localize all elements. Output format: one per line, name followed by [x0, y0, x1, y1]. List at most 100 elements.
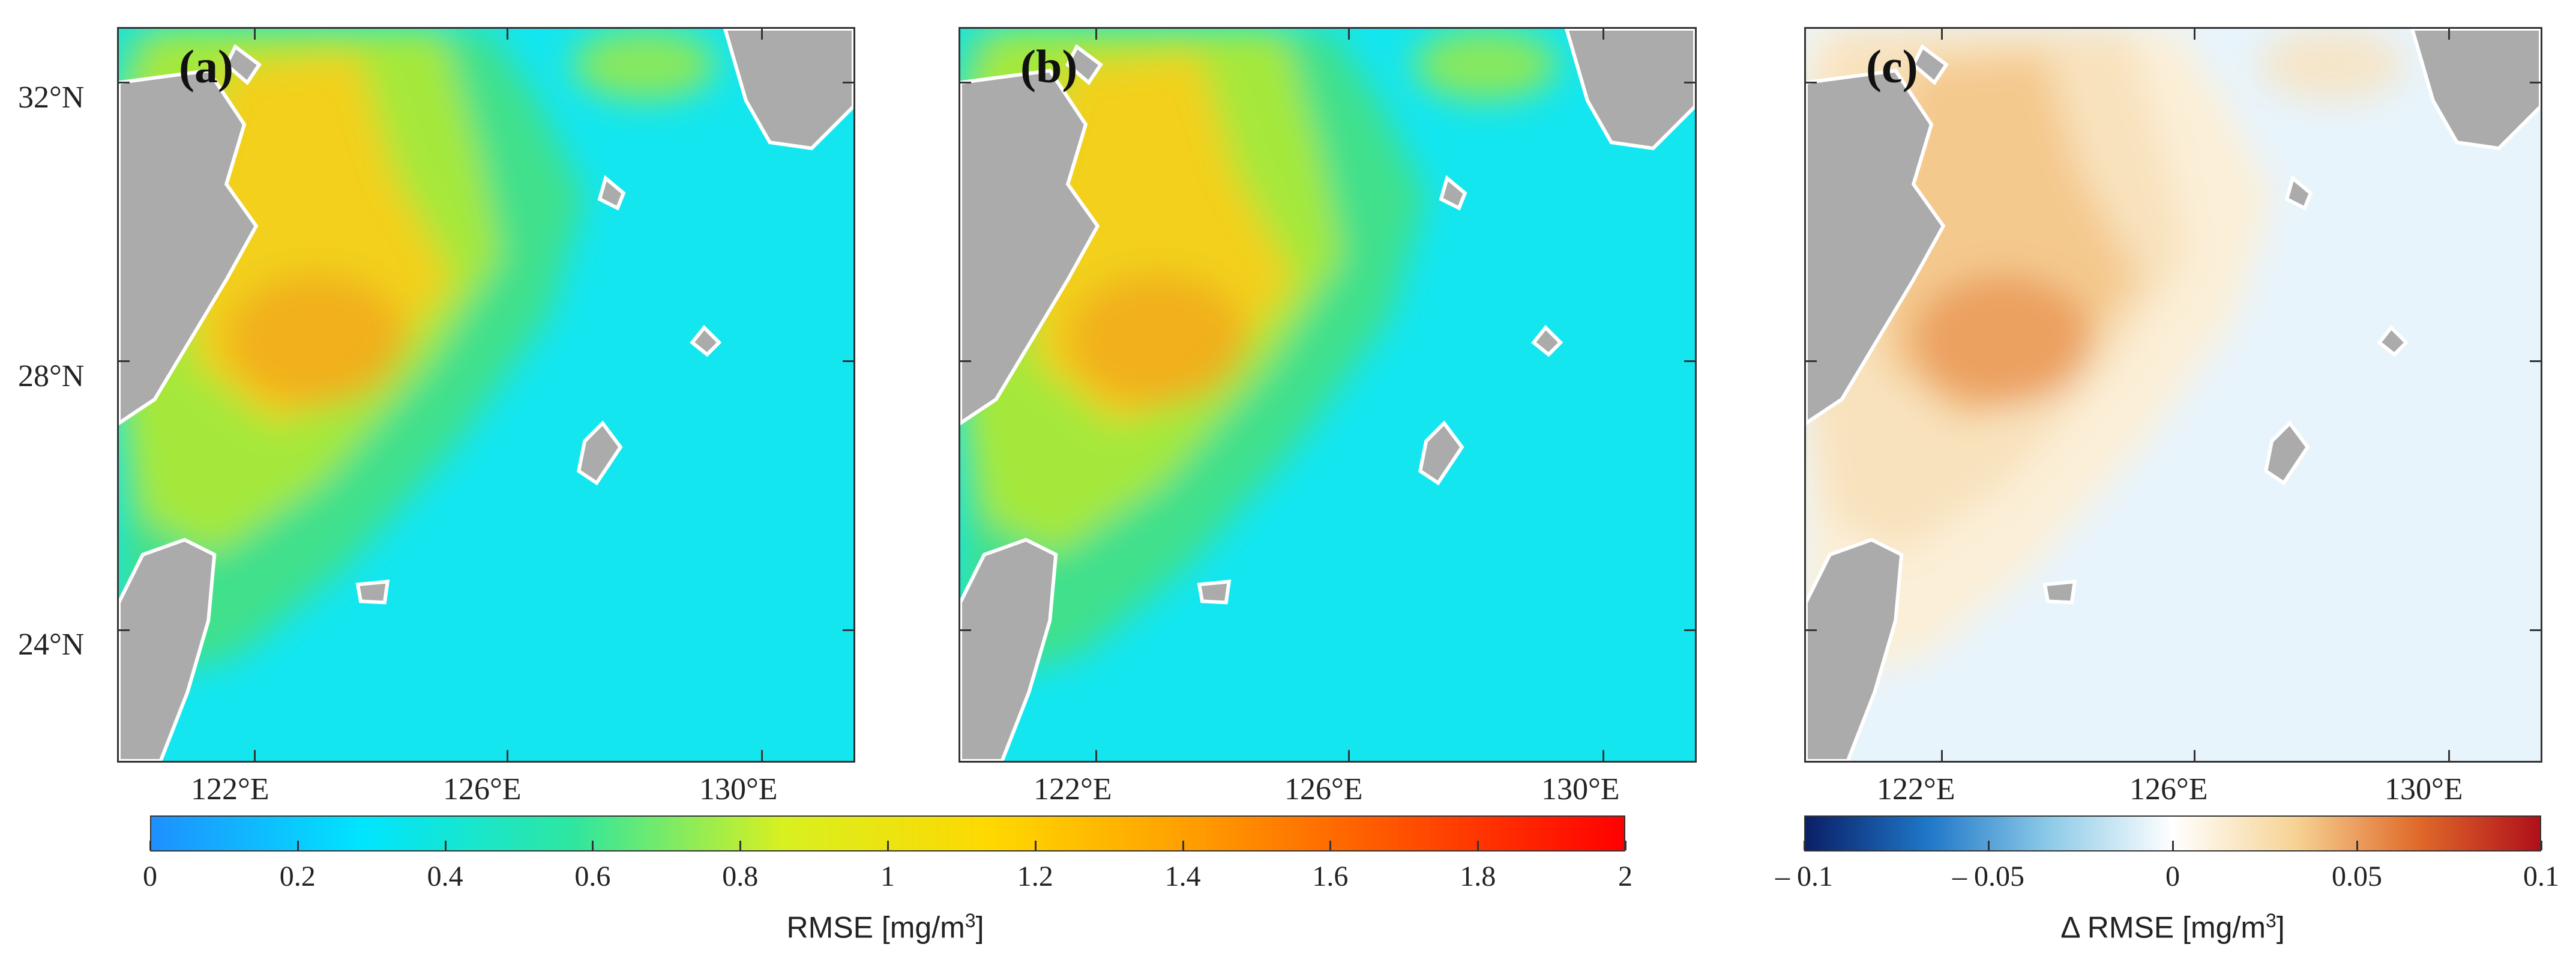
- lat-label-24n: 24°N: [18, 628, 85, 662]
- colorbar-tick-label: 1.6: [1312, 861, 1349, 892]
- colorbar-tick: [592, 841, 594, 850]
- island: [2284, 175, 2313, 211]
- map-panel-b: (b): [958, 27, 1697, 763]
- taiwan-island: [960, 537, 1058, 761]
- colorbar-rmse-title-end: ]: [975, 910, 984, 945]
- lon-tick: [507, 29, 508, 40]
- colorbar-delta-title-sup: 3: [2266, 910, 2277, 931]
- lon-label-130e-c: 130°E: [2385, 772, 2463, 806]
- colorbar-delta-title-text: Δ RMSE [mg/m: [2060, 910, 2266, 945]
- colorbar-delta-title: Δ RMSE [mg/m3]: [2060, 910, 2284, 945]
- lon-label-122e-a: 122°E: [191, 772, 269, 806]
- lon-tick: [761, 29, 763, 40]
- shelf-field: [119, 29, 717, 686]
- lon-label-130e-b: 130°E: [1541, 772, 1620, 806]
- lon-tick: [2448, 29, 2450, 40]
- colorbar-delta-title-end: ]: [2276, 910, 2285, 945]
- colorbar-tick: [1034, 841, 1037, 850]
- colorbar-tick-label: 0.2: [279, 861, 316, 892]
- lon-tick: [1941, 750, 1943, 761]
- taiwan-island: [119, 537, 217, 761]
- colorbar-tick: [739, 841, 742, 850]
- colorbar-tick-label: 1: [880, 861, 895, 892]
- colorbar-tick: [1625, 841, 1627, 850]
- lon-tick: [1095, 29, 1097, 40]
- island: [690, 325, 722, 357]
- lon-tick: [2448, 750, 2450, 761]
- colorbar-tick: [1988, 841, 1990, 850]
- colorbar-tick-label: 0.6: [574, 861, 611, 892]
- lat-tick: [843, 82, 853, 83]
- lon-tick: [1602, 29, 1604, 40]
- island: [2263, 420, 2310, 486]
- colorbar-tick-label: – 0.05: [1952, 861, 2024, 892]
- panel-label: (b): [1020, 40, 1078, 92]
- lon-tick: [1602, 750, 1604, 761]
- colorbar-delta-rmse: [1804, 815, 2541, 852]
- colorbar-tick-label: 1.4: [1164, 861, 1201, 892]
- colorbar-tick: [1804, 841, 1805, 850]
- lat-tick: [119, 360, 130, 362]
- colorbar-tick-label: 0: [2165, 861, 2180, 892]
- lat-tick: [2530, 82, 2541, 83]
- colorbar-rmse-title: RMSE [mg/m3]: [787, 910, 984, 945]
- colorbar-tick: [149, 841, 151, 850]
- lon-tick: [254, 750, 256, 761]
- colorbar-tick-label: 0.05: [2332, 861, 2382, 892]
- colorbar-tick: [887, 841, 889, 850]
- lon-label-122e-c: 122°E: [1877, 772, 1955, 806]
- lon-tick: [2194, 29, 2195, 40]
- lon-label-122e-b: 122°E: [1034, 772, 1112, 806]
- lon-tick: [761, 750, 763, 761]
- lat-tick: [119, 629, 130, 631]
- colorbar-rmse-title-sup: 3: [964, 910, 976, 931]
- island: [2042, 579, 2077, 605]
- lon-tick: [507, 750, 508, 761]
- lat-tick: [1684, 360, 1695, 362]
- colorbar-tick: [296, 841, 299, 850]
- lat-label-32n: 32°N: [18, 80, 85, 115]
- colorbar-tick: [1477, 841, 1479, 850]
- island: [224, 44, 262, 86]
- island: [355, 579, 390, 605]
- colorbar-tick-label: 0.8: [722, 861, 759, 892]
- lat-tick: [960, 629, 971, 631]
- colorbar-tick-label: 0.4: [427, 861, 463, 892]
- colorbar-tick-label: 2: [1618, 861, 1633, 892]
- island: [1911, 44, 1949, 86]
- lon-tick: [1941, 29, 1943, 40]
- lat-tick: [119, 82, 130, 83]
- colorbar-tick-label: 1.2: [1017, 861, 1053, 892]
- lat-tick: [960, 82, 971, 83]
- colorbar-tick: [2541, 841, 2542, 850]
- colorbar-tick: [2172, 841, 2174, 850]
- colorbar-tick: [1329, 841, 1332, 850]
- island: [1531, 325, 1563, 357]
- lat-tick: [1806, 360, 1817, 362]
- lat-tick: [843, 360, 853, 362]
- lon-tick: [1095, 750, 1097, 761]
- lat-tick: [1806, 629, 1817, 631]
- lat-tick: [960, 360, 971, 362]
- lon-label-126e-a: 126°E: [443, 772, 522, 806]
- island: [576, 420, 623, 486]
- panel-label: (a): [179, 40, 233, 92]
- lat-tick: [1684, 82, 1695, 83]
- panel-label: (c): [1866, 40, 1918, 92]
- lon-label-126e-c: 126°E: [2129, 772, 2208, 806]
- lon-tick: [1348, 29, 1350, 40]
- colorbar-tick: [2356, 841, 2358, 850]
- colorbar-tick: [1182, 841, 1184, 850]
- map-canvas: [119, 29, 853, 761]
- lat-tick: [2530, 360, 2541, 362]
- island: [597, 175, 626, 211]
- lat-tick: [843, 629, 853, 631]
- colorbar-tick-label: 0.1: [2523, 861, 2559, 892]
- colorbar-tick-label: 1.8: [1460, 861, 1496, 892]
- kyushu-japan: [723, 29, 853, 151]
- map-panel-a: (a): [117, 27, 855, 763]
- lon-tick: [2194, 750, 2195, 761]
- kyushu-japan: [2410, 29, 2541, 151]
- kyushu-japan: [1564, 29, 1695, 151]
- lat-label-28n: 28°N: [18, 359, 85, 393]
